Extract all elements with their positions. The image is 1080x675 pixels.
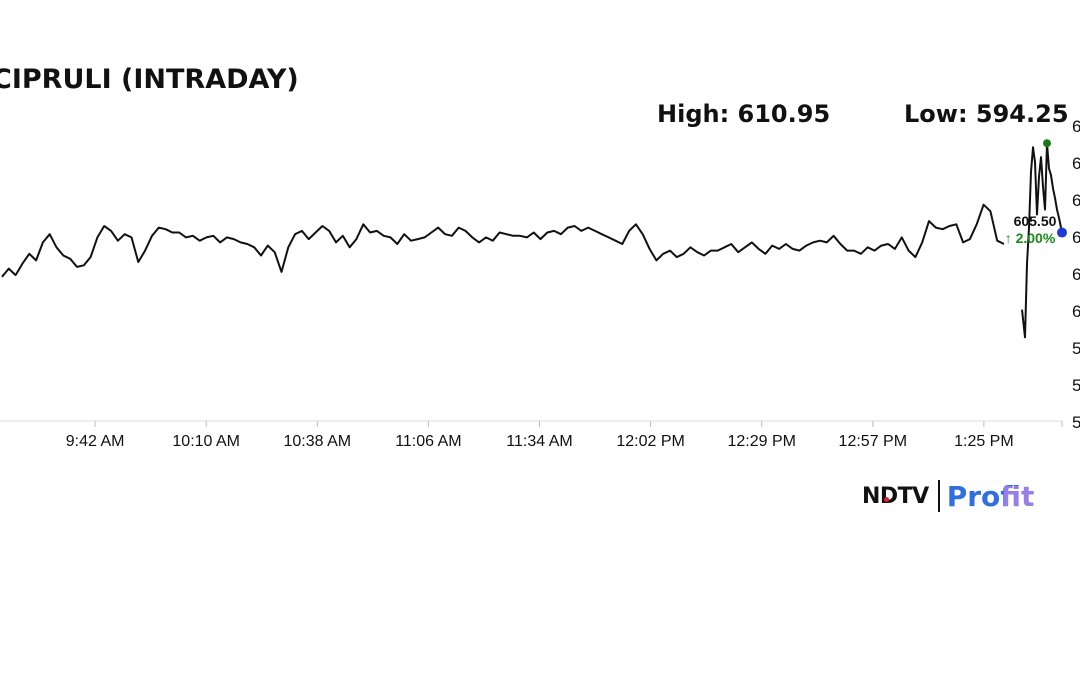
logo-red-dot: [884, 496, 889, 502]
y-tick-label: 6: [1072, 117, 1080, 136]
chart-title: CIPRULI (INTRADAY): [0, 64, 299, 95]
x-tick-label: 9:42 AM: [66, 433, 125, 450]
y-tick-label: 5: [1072, 376, 1080, 395]
x-tick-label: 12:29 PM: [727, 433, 795, 450]
plot-area: 605.50↑ 2.00%: [1, 139, 1067, 339]
change-percent-label: ↑ 2.00%: [1005, 230, 1056, 246]
y-tick-label: 6: [1072, 154, 1080, 173]
y-tick-label: 6: [1072, 228, 1080, 247]
x-tick-label: 11:34 AM: [506, 433, 572, 450]
low-stat: Low: 594.25: [904, 100, 1069, 128]
x-tick-label: 12:02 PM: [616, 433, 684, 450]
y-tick-label: 6: [1072, 302, 1080, 321]
y-tick-label: 6: [1072, 191, 1080, 210]
high-marker: [1043, 139, 1051, 148]
x-tick-label: 10:10 AM: [172, 433, 240, 450]
x-tick-label: 1:25 PM: [954, 433, 1014, 450]
ndtv-wordmark: NDTV: [862, 483, 929, 509]
ndtv-profit-logo: NDTV Profit: [862, 478, 1035, 514]
last-price-marker: [1057, 227, 1067, 238]
price-line: [1, 203, 1005, 278]
x-tick-label: 11:06 AM: [395, 433, 461, 450]
price-line-late-session: [1021, 142, 1063, 339]
logo-divider: [937, 480, 940, 512]
x-tick-label: 12:57 PM: [839, 433, 907, 450]
profit-wordmark: Profit: [946, 479, 1035, 513]
y-tick-label: 6: [1072, 265, 1080, 284]
y-tick-label: 5: [1072, 413, 1080, 432]
y-axis: 6 6 6 6 6 6 5 5 5: [1072, 117, 1080, 432]
x-tick-label: 10:38 AM: [283, 433, 351, 450]
high-stat: High: 610.95: [657, 100, 831, 128]
y-tick-label: 5: [1072, 339, 1080, 358]
last-price-label: 605.50: [1014, 213, 1057, 229]
